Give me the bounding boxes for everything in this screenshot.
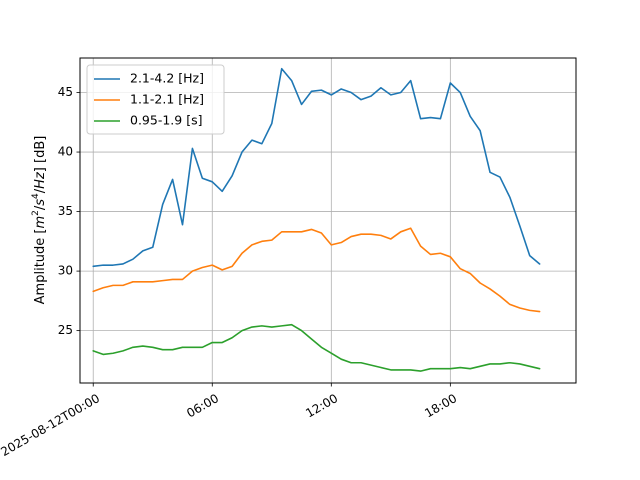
y-axis-unit: [dB] <box>33 136 48 163</box>
y-axis-label-text: Amplitude <box>33 238 48 305</box>
y-tick-label: 35 <box>58 204 73 218</box>
svg-text:Amplitude [m2/s4/Hz]: Amplitude [m2/s4/Hz] [dB] <box>31 136 48 305</box>
series-line-2 <box>92 227 541 313</box>
y-tick-label: 40 <box>58 145 73 159</box>
y-tick-label: 30 <box>58 264 73 278</box>
legend-entry: 2.1-4.2 [Hz] <box>130 71 204 86</box>
legend-box <box>86 64 225 135</box>
legend-entry: 0.95-1.9 [s] <box>130 113 202 128</box>
y-tick-label: 25 <box>58 323 73 337</box>
tick-layer: 2025-08-12T00:00 06:00 12:00 18:00 25 30 35 40 4… <box>0 85 459 459</box>
plot-frame <box>79 57 577 384</box>
y-tick-label: 45 <box>58 85 73 99</box>
series-line-1 <box>92 67 541 268</box>
x-tick-label: 2025-08-12T00:00 <box>0 391 102 459</box>
series-layer <box>92 67 541 372</box>
legend: 2.1-4.2 [Hz] 1.1-2.1 [Hz] 0.95-1.9 [s] <box>86 64 225 135</box>
x-tick-label: 18:00 <box>422 391 459 420</box>
x-tick-label: 06:00 <box>184 391 221 420</box>
x-tick-label: 12:00 <box>303 391 340 420</box>
legend-entry: 1.1-2.1 [Hz] <box>130 92 204 107</box>
y-axis-label: Amplitude [m2/s4/Hz] [dB] <box>31 136 48 305</box>
series-line-3 <box>92 323 541 372</box>
